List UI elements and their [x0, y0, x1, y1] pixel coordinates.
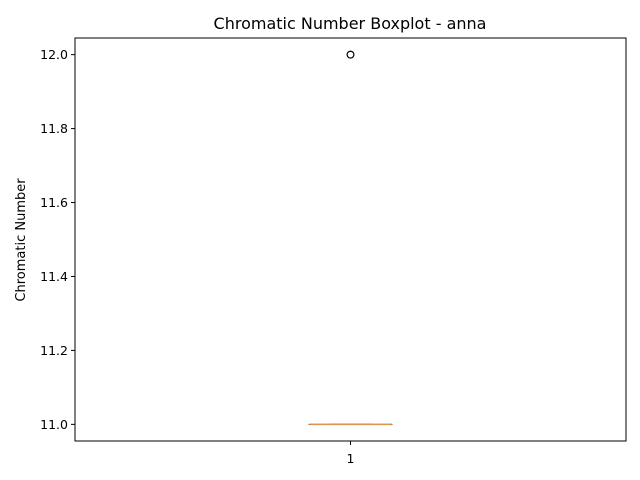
outlier-point [346, 50, 355, 59]
box-series [308, 50, 393, 426]
y-tick-label: 11.2 [40, 343, 68, 358]
y-tick-label: 11.4 [40, 269, 68, 284]
y-tick-label: 11.6 [40, 195, 68, 210]
y-axis-label: Chromatic Number [14, 178, 29, 302]
y-axis-ticks: 11.0 11.2 11.4 11.6 11.8 12.0 [40, 47, 75, 432]
y-tick-label: 11.0 [40, 417, 68, 432]
x-tick-label: 1 [347, 451, 355, 466]
y-tick-label: 11.8 [40, 121, 68, 136]
x-axis-ticks: 1 [347, 441, 355, 466]
chart-title: Chromatic Number Boxplot - anna [214, 14, 487, 33]
y-tick-label: 12.0 [40, 47, 68, 62]
